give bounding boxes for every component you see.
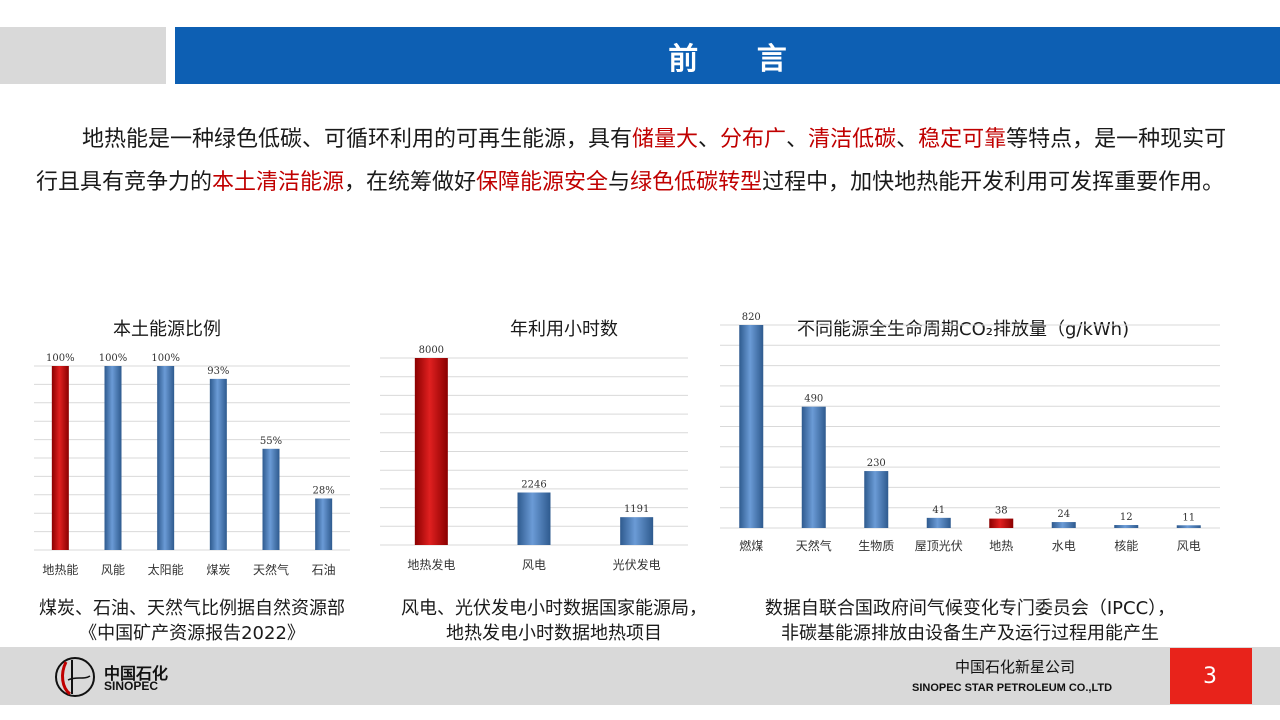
intro-text: 地热能是一种绿色低碳、可循环利用的可再生能源，具有 xyxy=(82,127,633,152)
caption-chart3: 数据自联合国政府间气候变化专门委员会（IPCC）， 非碳基能源排放由设备生产及运… xyxy=(740,596,1200,646)
chart1-title: 本土能源比例 xyxy=(113,319,221,340)
company-name-en: SINOPEC STAR PETROLEUM CO.,LTD xyxy=(912,682,1113,694)
bar xyxy=(801,406,826,528)
highlight-text: 本土清洁能源 xyxy=(212,170,345,195)
sinopec-logo-icon xyxy=(55,657,95,697)
category-label: 生物质 xyxy=(858,539,894,553)
category-label: 光伏发电 xyxy=(613,557,661,572)
category-label: 水电 xyxy=(1052,539,1076,553)
data-label: 24 xyxy=(1057,509,1070,520)
data-label: 12 xyxy=(1120,512,1133,523)
data-label: 490 xyxy=(804,394,823,405)
caption-line: 非碳基能源排放由设备生产及运行过程用能产生 xyxy=(781,623,1159,644)
data-label: 100% xyxy=(99,353,128,364)
highlight-text: 清洁低碳 xyxy=(808,127,897,152)
bar xyxy=(51,366,69,550)
data-label: 28% xyxy=(313,485,335,496)
bar xyxy=(620,517,654,545)
data-label: 820 xyxy=(742,312,761,323)
bar xyxy=(1176,525,1201,528)
category-label: 地热 xyxy=(989,539,1013,553)
chart2-annual-hours: 8000 地热发电 2246 风电 1191 光伏发电 xyxy=(380,345,688,572)
data-label: 1191 xyxy=(624,504,649,515)
caption-line: 数据自联合国政府间气候变化专门委员会（IPCC）， xyxy=(764,598,1176,619)
category-label: 天然气 xyxy=(253,562,289,577)
category-label: 石油 xyxy=(312,563,336,577)
bar xyxy=(157,366,175,550)
bar xyxy=(989,518,1014,528)
chart3-co2-emission: 820 燃煤 490 天然气 230 生物质 41 屋顶光伏 38 地热 24 水电 12 核能 11 风电 xyxy=(720,312,1220,553)
caption-chart1: 煤炭、石油、天然气比例据自然资源部 《中国矿产资源报告2022》 xyxy=(24,596,360,646)
intro-text: 等特点，是一种现实可行且具有竞争力的 xyxy=(36,127,1227,195)
bar xyxy=(1114,525,1139,528)
highlight-text: 绿色低碳转型 xyxy=(630,170,763,195)
header-gray-block xyxy=(0,27,166,84)
category-label: 风电 xyxy=(522,558,546,572)
data-label: 100% xyxy=(46,353,75,364)
category-label: 地热能 xyxy=(42,563,78,577)
logo-en: SINOPEC xyxy=(104,679,159,693)
data-label: 2246 xyxy=(521,479,546,490)
intro-text: ，在统筹做好 xyxy=(344,170,477,195)
intro-paragraph: 地热能是一种绿色低碳、可循环利用的可再生能源，具有储量大、分布广、清洁低碳、稳定… xyxy=(36,118,1236,204)
highlight-text: 分布广 xyxy=(720,127,787,152)
bar xyxy=(104,366,122,550)
data-label: 230 xyxy=(867,458,886,469)
category-label: 风电 xyxy=(1177,539,1201,553)
caption-line: 地热发电小时数据地热项目 xyxy=(446,623,662,644)
highlight-text: 储量大 xyxy=(632,127,699,152)
chart2-title: 年利用小时数 xyxy=(510,319,618,340)
data-label: 55% xyxy=(260,436,282,447)
bar xyxy=(517,492,551,545)
chart3-title: 不同能源全生命周期CO₂排放量（g/kWh) xyxy=(797,319,1130,340)
highlight-text: 保障能源安全 xyxy=(476,170,609,195)
data-label: 38 xyxy=(995,506,1008,517)
page-number: 3 xyxy=(1203,663,1217,689)
intro-text: 、 xyxy=(698,127,721,152)
data-label: 11 xyxy=(1182,512,1195,523)
category-label: 屋顶光伏 xyxy=(915,539,963,553)
footer-bar xyxy=(0,647,1280,705)
bar xyxy=(864,471,889,528)
bar xyxy=(1051,522,1076,528)
bar xyxy=(926,517,951,528)
intro-text: 过程中，加快地热能开发利用可发挥重要作用。 xyxy=(762,170,1225,195)
caption-line: 风电、光伏发电小时数据国家能源局， xyxy=(401,598,707,619)
category-label: 燃煤 xyxy=(739,538,763,553)
highlight-text: 稳定可靠 xyxy=(918,127,1007,152)
category-label: 核能 xyxy=(1114,539,1138,553)
caption-chart2: 风电、光伏发电小时数据国家能源局， 地热发电小时数据地热项目 xyxy=(384,596,724,646)
caption-line: 煤炭、石油、天然气比例据自然资源部 xyxy=(39,598,345,619)
intro-text: 、 xyxy=(786,127,809,152)
category-label: 风能 xyxy=(101,563,125,577)
category-label: 煤炭 xyxy=(206,563,230,577)
bar xyxy=(315,498,333,550)
bar xyxy=(739,325,764,528)
category-label: 太阳能 xyxy=(148,562,184,577)
bar xyxy=(262,448,280,550)
category-label: 天然气 xyxy=(796,538,832,553)
company-name-cn: 中国石化新星公司 xyxy=(955,658,1076,676)
data-label: 93% xyxy=(207,366,229,377)
data-label: 100% xyxy=(151,353,180,364)
bar xyxy=(209,378,227,550)
page-title: 前 言 xyxy=(175,27,1280,84)
caption-line: 《中国矿产资源报告2022》 xyxy=(79,623,305,644)
data-label: 8000 xyxy=(419,345,444,356)
page-number-badge: 3 xyxy=(1170,648,1252,704)
category-label: 地热发电 xyxy=(407,557,455,572)
data-label: 41 xyxy=(932,505,945,516)
intro-text: 、 xyxy=(896,127,919,152)
intro-text: 与 xyxy=(608,170,631,195)
logo-cn: 中国石化 xyxy=(104,664,169,683)
chart1-native-energy-ratio: 100% 地热能 100% 风能 100% 太阳能 93% 煤炭 55% 天然气 28% 石油 xyxy=(34,353,350,577)
bar xyxy=(414,358,448,545)
